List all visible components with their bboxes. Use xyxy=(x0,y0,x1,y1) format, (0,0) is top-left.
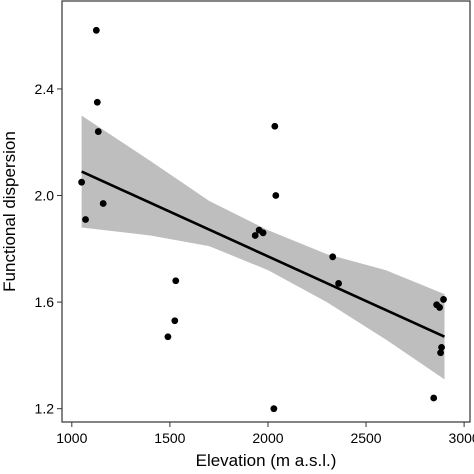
fit-line-layer xyxy=(81,170,446,338)
x-tick-label: 2000 xyxy=(252,430,283,446)
data-point xyxy=(335,280,342,287)
y-tick-label: 2.0 xyxy=(35,188,55,204)
data-point xyxy=(437,349,444,357)
data-point xyxy=(171,317,179,325)
x-tick-label: 1500 xyxy=(154,430,185,446)
confidence-band-layer xyxy=(81,115,445,380)
data-point xyxy=(430,394,438,402)
data-point xyxy=(438,343,445,351)
regression-line xyxy=(81,170,446,338)
data-point xyxy=(272,192,280,199)
data-point xyxy=(440,296,447,303)
data-point xyxy=(172,277,180,285)
data-point xyxy=(271,122,279,130)
data-point xyxy=(436,304,443,311)
x-tick-label: 3000 xyxy=(449,430,474,446)
data-point xyxy=(82,216,89,223)
y-axis-ticks: 1.2 1.6 2.0 2.4 xyxy=(35,81,62,417)
y-tick-label: 1.2 xyxy=(35,401,55,417)
data-point xyxy=(92,26,100,34)
x-tick-label: 1000 xyxy=(56,430,87,446)
data-point xyxy=(270,405,278,413)
plot-frame xyxy=(61,0,471,423)
confidence-band xyxy=(81,115,445,380)
y-axis-label: Functional dispersion xyxy=(0,131,19,292)
data-point xyxy=(259,229,267,237)
data-point xyxy=(251,232,259,239)
data-point xyxy=(329,253,337,261)
y-tick-label: 1.6 xyxy=(35,294,55,310)
data-point xyxy=(94,128,102,135)
x-tick-label: 2500 xyxy=(350,430,381,446)
x-axis-ticks: 1000 1500 2000 2500 3000 xyxy=(56,422,474,446)
data-points-layer xyxy=(78,26,447,413)
data-point xyxy=(99,200,107,207)
y-tick-label: 2.4 xyxy=(35,81,55,97)
data-point xyxy=(164,333,172,341)
data-point xyxy=(93,98,101,106)
x-axis-label: Elevation (m a.s.l.) xyxy=(196,451,337,470)
data-point xyxy=(78,178,86,186)
